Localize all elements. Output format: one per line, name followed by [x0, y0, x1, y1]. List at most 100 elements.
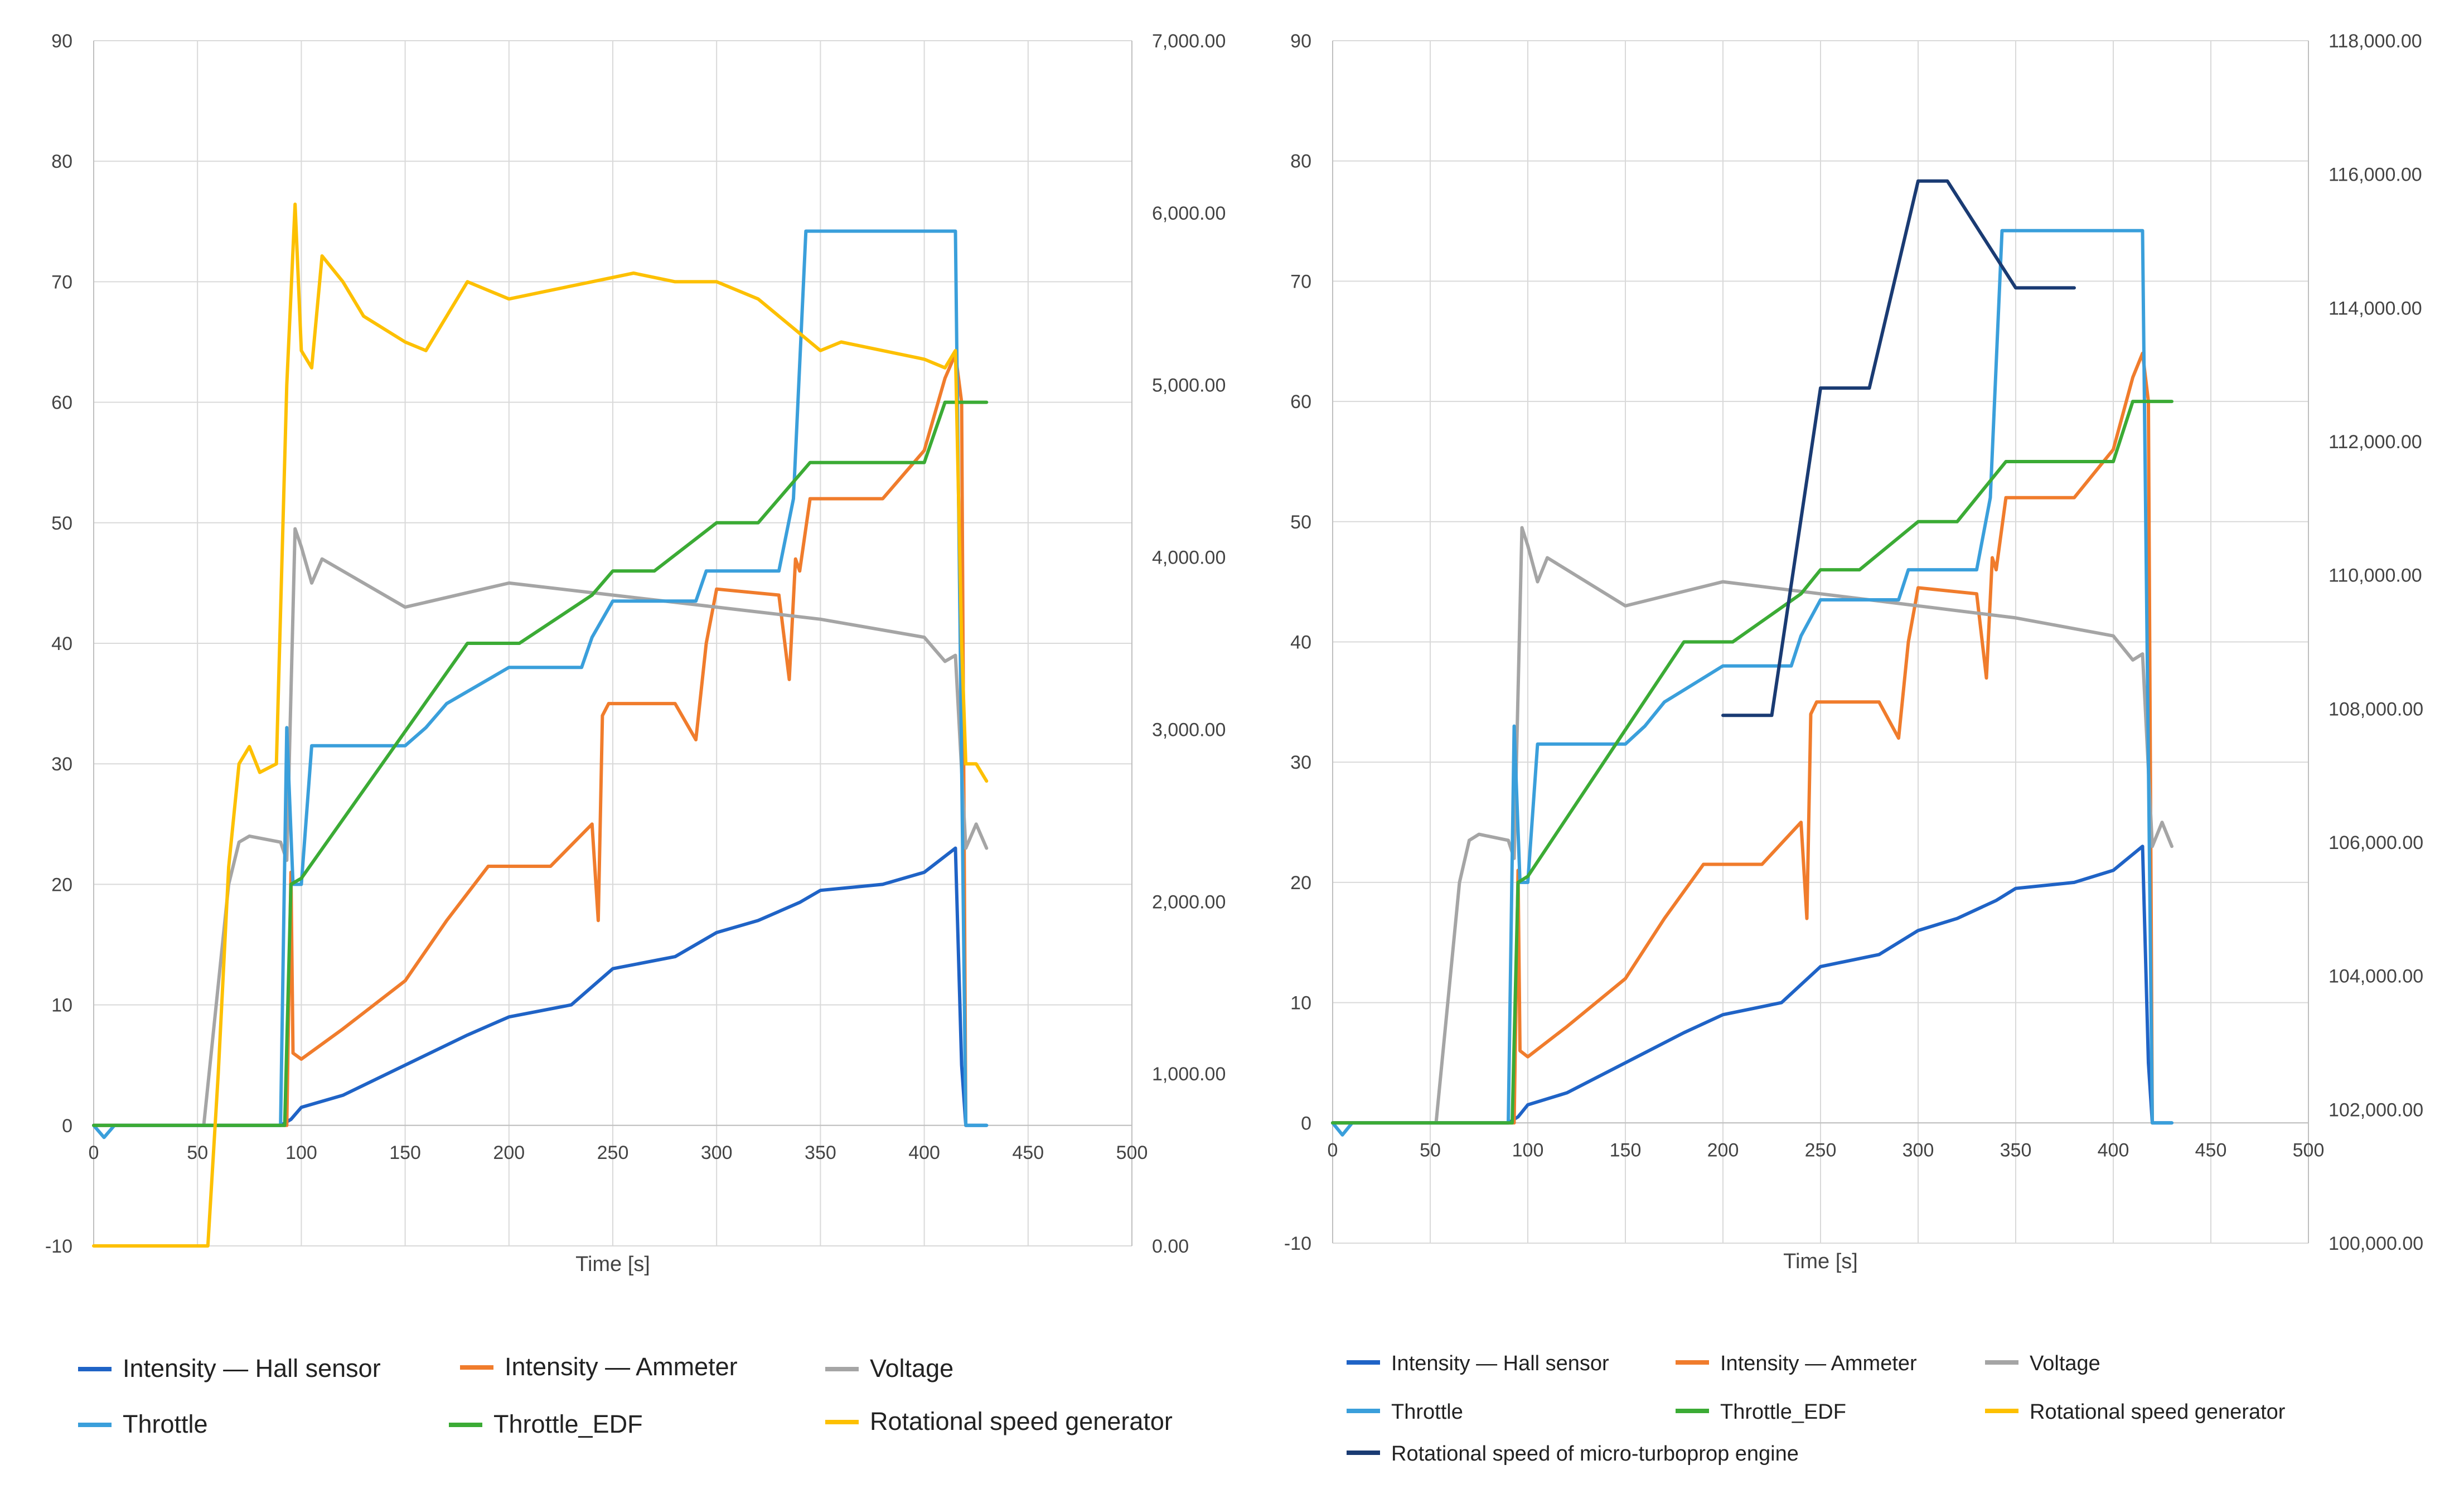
chart0-x-tick-label: 400: [908, 1142, 940, 1163]
chart0-y2-tick-label: 4,000.00: [1152, 547, 1226, 569]
chart1-x-axis-title: Time [s]: [1783, 1250, 1858, 1273]
chart1-x-tick-label: 450: [2195, 1139, 2227, 1161]
chart1-legend-label: Rotational speed generator: [2030, 1400, 2286, 1424]
chart0-y2-tick-label: 5,000.00: [1152, 375, 1226, 396]
chart0-x-tick-label: 200: [493, 1142, 525, 1163]
chart0-y-tick-label: 80: [51, 151, 72, 172]
chart0-legend-label: Throttle_EDF: [493, 1410, 643, 1438]
chart0-series-intensity-hall-sensor: [92, 846, 989, 1127]
chart0-y-tick-label: 70: [51, 271, 72, 293]
chart1-y2-tick-label: 102,000.00: [2329, 1099, 2423, 1120]
chart1-series-intensity-hall-sensor: [1331, 845, 2173, 1125]
chart0-legend-item: Throttle: [78, 1410, 208, 1438]
chart0-legend-item: Voltage: [825, 1354, 953, 1382]
chart1-y2-tick-label: 112,000.00: [2329, 431, 2422, 453]
chart1-y2-tick-label: 116,000.00: [2329, 164, 2422, 186]
chart1-y-tick-label: 30: [1290, 752, 1311, 773]
chart0-legend-label: Throttle: [123, 1410, 208, 1438]
chart1-x-tick-label: 50: [1420, 1139, 1441, 1161]
chart0-legend-label: Rotational speed generator: [870, 1407, 1173, 1435]
chart1-series-throttle: [1331, 229, 2173, 1137]
chart1-y-tick-label: 10: [1290, 993, 1311, 1014]
chart1-series-intensity-ammeter: [1331, 351, 2154, 1125]
chart1-legend-label: Intensity — Ammeter: [1720, 1352, 1917, 1375]
chart0-y2-tick-label: 3,000.00: [1152, 719, 1226, 740]
chart1-x-tick-label: 250: [1805, 1139, 1837, 1161]
chart0-legend-item: Intensity — Ammeter: [460, 1352, 738, 1381]
chart0-legend-item: Intensity — Hall sensor: [78, 1354, 381, 1382]
chart1-y-tick-label: 50: [1290, 512, 1311, 533]
chart0-y-tick-label: 20: [51, 874, 72, 895]
chart1-y-tick-label: 20: [1290, 872, 1311, 894]
chart0-y-tick-label: -10: [45, 1236, 72, 1257]
chart1-legend-label: Throttle: [1391, 1400, 1463, 1424]
chart0-x-tick-label: 250: [597, 1142, 629, 1163]
chart1-legend-label: Voltage: [2030, 1352, 2100, 1375]
chart1-x-tick-label: 100: [1512, 1139, 1544, 1161]
chart0-y-tick-label: 90: [51, 31, 72, 52]
chart1-legend-item: Throttle: [1347, 1400, 1463, 1424]
chart0-x-tick-label: 150: [389, 1142, 421, 1163]
chart1-legend-item: Voltage: [1985, 1352, 2100, 1375]
chart0-x-tick-label: 350: [805, 1142, 836, 1163]
chart0-y2-tick-label: 1,000.00: [1152, 1064, 1226, 1085]
chart1-legend-item: Rotational speed generator: [1985, 1400, 2286, 1424]
chart1-legend-item: Intensity — Hall sensor: [1347, 1352, 1609, 1375]
chart1-x-tick-label: 500: [2293, 1139, 2325, 1161]
chart1-x-tick-label: 200: [1707, 1139, 1739, 1161]
chart1-legend-label: Rotational speed of micro-turboprop engi…: [1391, 1442, 1799, 1466]
chart0-y-tick-label: 40: [51, 633, 72, 654]
chart1-x-tick-label: 400: [2098, 1139, 2129, 1161]
chart0-legend-label: Intensity — Ammeter: [505, 1352, 738, 1381]
chart1-y2-tick-label: 100,000.00: [2329, 1233, 2423, 1254]
chart0-y-tick-label: 50: [51, 513, 72, 534]
chart1-y-tick-label: 0: [1301, 1113, 1311, 1134]
chart0-legend-item: Rotational speed generator: [825, 1407, 1173, 1435]
chart0-y2-tick-label: 6,000.00: [1152, 203, 1226, 224]
chart0-x-tick-label: 300: [701, 1142, 733, 1163]
chart0-x-tick-label: 450: [1012, 1142, 1044, 1163]
chart0-y-tick-label: 60: [51, 392, 72, 414]
chart1-y2-tick-label: 104,000.00: [2329, 966, 2423, 987]
chart1-legend-label: Intensity — Hall sensor: [1391, 1352, 1609, 1375]
chart0-y2-tick-label: 7,000.00: [1152, 31, 1226, 52]
chart1-x-tick-label: 150: [1610, 1139, 1642, 1161]
chart1-legend-label: Throttle_EDF: [1720, 1400, 1846, 1424]
chart1-y-tick-label: -10: [1284, 1233, 1311, 1254]
chart1-series-voltage: [1331, 526, 2173, 1125]
chart0-legend-label: Voltage: [870, 1354, 953, 1382]
chart0-x-tick-label: 50: [187, 1142, 208, 1163]
chart1-x-tick-label: 0: [1328, 1139, 1338, 1161]
chart1-series-throttle-edf: [1331, 400, 2173, 1125]
chart1-y-tick-label: 40: [1290, 632, 1311, 653]
chart0-y2-tick-label: 2,000.00: [1152, 891, 1226, 913]
chart1-y2-tick-label: 108,000.00: [2329, 698, 2423, 720]
chart1-y-tick-label: 60: [1290, 391, 1311, 413]
chart0-y-tick-label: 10: [51, 995, 72, 1016]
chart1-y2-tick-label: 106,000.00: [2329, 832, 2423, 853]
chart1-y-tick-label: 90: [1290, 31, 1311, 52]
chart0-x-tick-label: 0: [89, 1142, 99, 1163]
chart1-legend-item: Intensity — Ammeter: [1676, 1352, 1917, 1375]
chart1-y2-tick-label: 114,000.00: [2329, 298, 2422, 319]
chart0-series-intensity-ammeter: [92, 352, 968, 1127]
chart0-series-throttle-edf: [92, 400, 989, 1127]
chart1-legend-item: Rotational speed of micro-turboprop engi…: [1347, 1442, 1799, 1466]
chart1-x-tick-label: 300: [1903, 1139, 1934, 1161]
chart0-series-voltage: [92, 527, 989, 1127]
chart1-y2-tick-label: 118,000.00: [2329, 31, 2422, 52]
chart0-x-tick-label: 100: [285, 1142, 317, 1163]
chart0-series-rotational-speed-generator: [92, 202, 989, 1248]
chart1-y-tick-label: 80: [1290, 151, 1311, 172]
chart0-y2-tick-label: 0.00: [1152, 1236, 1189, 1257]
chart0-series-throttle: [92, 229, 989, 1139]
chart1-series-rotational-speed-of-micro-turboprop-engine: [1721, 179, 2076, 717]
chart1-y2-tick-label: 110,000.00: [2329, 565, 2422, 586]
chart1-y-tick-label: 70: [1290, 271, 1311, 292]
chart0-y-tick-label: 30: [51, 754, 72, 775]
chart0-x-axis-title: Time [s]: [575, 1253, 650, 1276]
chart0-legend-label: Intensity — Hall sensor: [123, 1354, 381, 1382]
chart0-x-tick-label: 500: [1116, 1142, 1148, 1163]
